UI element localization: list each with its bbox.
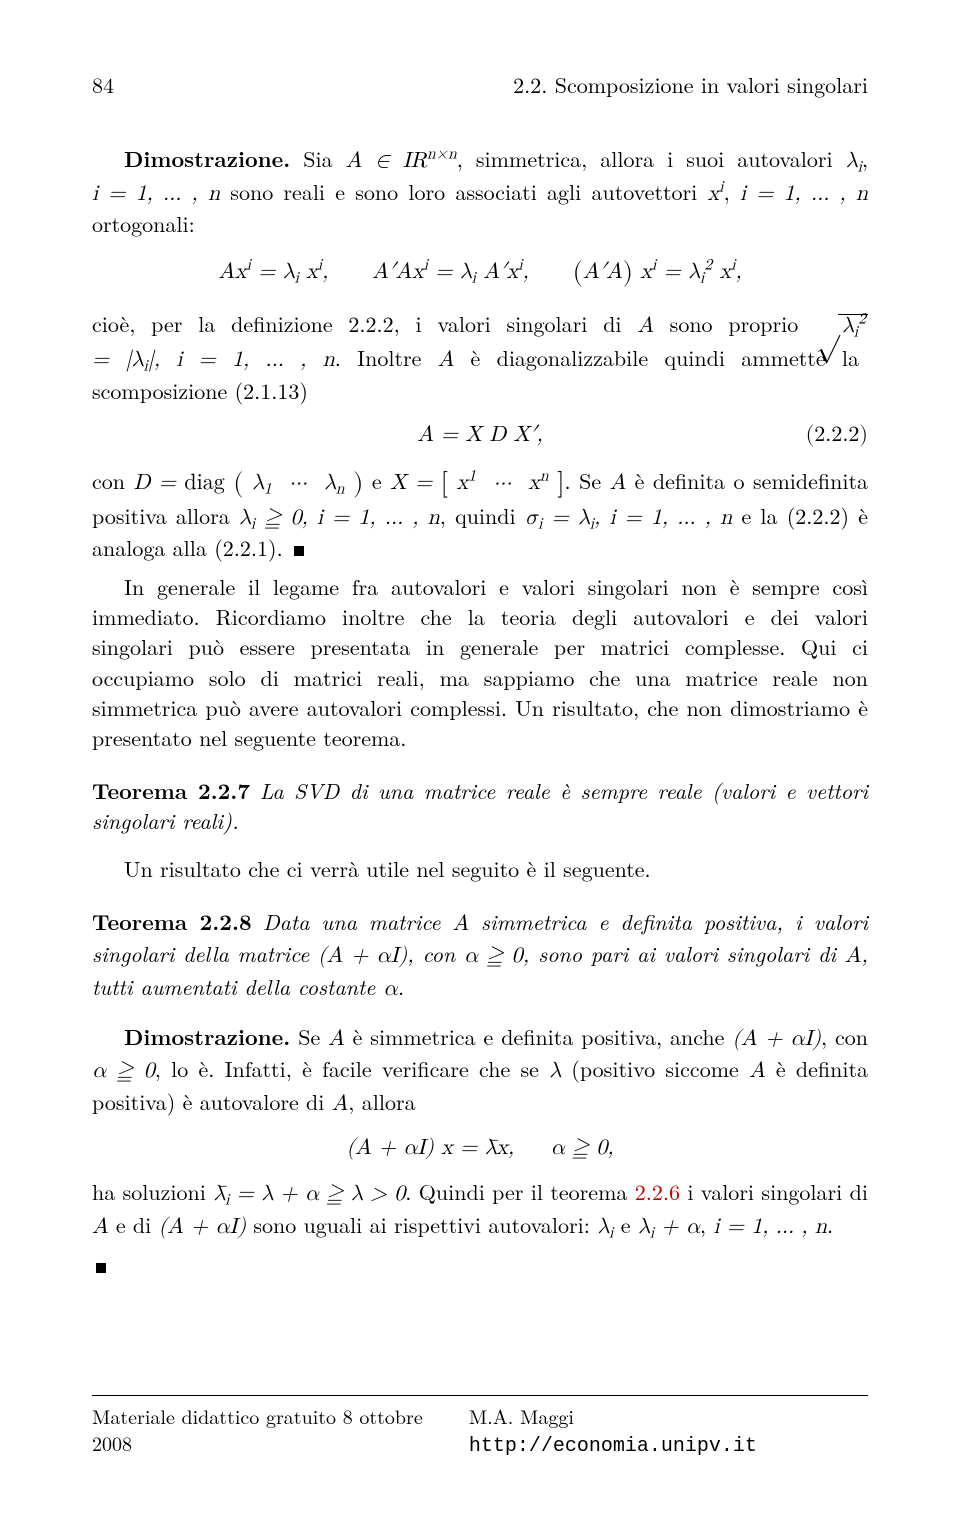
section-title: 2.2. Scomposizione in valori singolari	[513, 70, 868, 100]
qed-line	[92, 1250, 868, 1280]
theorem-ref-link[interactable]: 2.2.6	[635, 1176, 680, 1207]
equation-body: A = X D X′,	[417, 424, 543, 446]
text: ortogonali:	[92, 208, 195, 239]
math-inline: i = 1, … , n	[740, 183, 868, 205]
proof-label: Dimostrazione.	[124, 1021, 290, 1052]
text: con	[92, 465, 134, 496]
footer-author: M.A. Maggi	[469, 1401, 574, 1430]
proof-label: Dimostrazione.	[124, 143, 290, 174]
footer-right: M.A. Maggi http://economia.unipv.it	[469, 1402, 868, 1461]
qed-icon	[294, 546, 304, 556]
paragraph-2: cioè, per la definizione 2.2.2, i valori…	[92, 304, 868, 406]
proof-2-paragraph: Dimostrazione. Se A è simmetrica e defin…	[92, 1022, 868, 1119]
text: ,	[724, 176, 740, 207]
paragraph-4: In generale il legame fra autovalori e v…	[92, 572, 868, 754]
math-inline: i = 1, … , n	[176, 349, 335, 371]
math-inline: A	[610, 472, 627, 494]
display-equation-3: (A + αI) x = λ̄x, α ≧ 0,	[92, 1133, 868, 1163]
display-equation-1: Axi = λi xi, A′Axi = λi A′xi, (A′A) xi =…	[92, 253, 868, 289]
equation-body: Axi = λi xi, A′Axi = λi A′xi, (A′A) xi =…	[218, 261, 741, 283]
text: Sia	[290, 143, 345, 174]
math-inline: i = 1, … , n	[92, 183, 220, 205]
theorem-label: Teorema 2.2.8	[92, 906, 252, 937]
text: sono proprio	[654, 308, 814, 339]
math-inline: A	[637, 315, 654, 337]
theorem-label: Teorema 2.2.7	[92, 775, 250, 806]
text: , simmetrica, allora i suoi autovalori	[457, 143, 846, 174]
running-header: 84 2.2. Scomposizione in valori singolar…	[92, 70, 868, 100]
text: . Inoltre	[335, 342, 438, 373]
math-inline: X = [ x1 ··· xn ]	[390, 472, 564, 494]
math-inline: σi = λi, i = 1, … , n	[525, 507, 732, 529]
math-inline: λi	[846, 150, 862, 172]
proof-1-paragraph: Dimostrazione. Sia A ∈ IRn×n, simmetrica…	[92, 144, 868, 239]
sqrt: λi2	[814, 304, 868, 343]
page-number: 84	[92, 70, 114, 100]
text: , quindi	[440, 500, 525, 531]
footer-left: Materiale didattico gratuito 8 ottobre 2…	[92, 1402, 469, 1461]
theorem-2-2-7: Teorema 2.2.7 La SVD di una matrice real…	[92, 776, 868, 837]
equation-body: (A + αI) x = λ̄x, α ≧ 0,	[346, 1137, 613, 1159]
math-inline: A	[438, 349, 455, 371]
text: ,	[862, 143, 868, 174]
text: . Se	[565, 465, 610, 496]
equation-number: (2.2.2)	[806, 420, 868, 450]
page: 84 2.2. Scomposizione in valori singolar…	[0, 0, 960, 1521]
footer-url[interactable]: http://economia.unipv.it	[469, 1435, 757, 1458]
math-inline: xi	[708, 183, 724, 205]
paragraph-3: con D = diag ( λ1 ··· λn ) e X = [ x1 ··…	[92, 464, 868, 563]
qed-icon	[96, 1263, 106, 1273]
math-inline: D = diag ( λ1 ··· λn )	[134, 472, 364, 494]
math-inline: A ∈ IRn×n	[346, 150, 457, 172]
math-inline: λi ≧ 0, i = 1, … , n	[239, 507, 440, 529]
paragraph-7: ha soluzioni λ̄i = λ + α ≧ λ > 0. Quindi…	[92, 1177, 868, 1242]
theorem-2-2-8: Teorema 2.2.8 Data una matrice A simmetr…	[92, 907, 868, 1004]
paragraph-5: Un risultato che ci verrà utile nel segu…	[92, 854, 868, 884]
text: e	[363, 465, 390, 496]
math-inline: = |λi|,	[92, 349, 176, 371]
display-equation-2: A = X D X′, (2.2.2)	[92, 420, 868, 450]
page-footer: Materiale didattico gratuito 8 ottobre 2…	[92, 1395, 868, 1461]
text: sono reali e sono loro associati agli au…	[220, 176, 707, 207]
text: cioè, per la definizione 2.2.2, i valori…	[92, 308, 637, 339]
